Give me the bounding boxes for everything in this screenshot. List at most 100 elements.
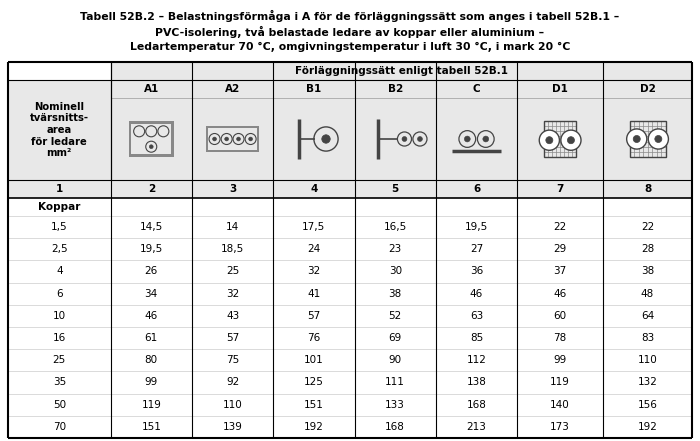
Text: 4: 4 (310, 184, 318, 194)
Text: 112: 112 (467, 355, 486, 365)
Text: 52: 52 (389, 311, 402, 321)
Bar (111, 80, 192, 180)
Circle shape (546, 137, 553, 144)
Text: 213: 213 (467, 422, 486, 432)
Text: 156: 156 (638, 400, 657, 410)
Circle shape (483, 136, 489, 142)
Text: 5: 5 (391, 184, 399, 194)
Text: 2,5: 2,5 (51, 244, 68, 254)
Circle shape (648, 129, 668, 149)
Text: 133: 133 (385, 400, 405, 410)
Text: 50: 50 (52, 400, 66, 410)
Text: 192: 192 (638, 422, 657, 432)
Text: B1: B1 (307, 84, 321, 94)
Text: 26: 26 (145, 266, 158, 277)
Text: 25: 25 (52, 355, 66, 365)
Bar (436, 80, 517, 180)
Bar (629, 121, 666, 157)
Text: 24: 24 (307, 244, 321, 254)
Text: 63: 63 (470, 311, 483, 321)
Circle shape (561, 130, 581, 150)
Text: 43: 43 (226, 311, 239, 321)
Bar (8, 198, 692, 216)
Text: 14: 14 (226, 222, 239, 232)
Bar (8, 416, 692, 438)
Text: 22: 22 (554, 222, 567, 232)
Circle shape (539, 130, 559, 150)
Text: 32: 32 (307, 266, 321, 277)
Bar (355, 80, 436, 180)
Bar (8, 62, 692, 438)
Text: PVC-isolering, två belastade ledare av koppar eller aluminium –: PVC-isolering, två belastade ledare av k… (155, 26, 545, 38)
Text: D1: D1 (552, 84, 568, 94)
Circle shape (225, 137, 229, 141)
Text: 2: 2 (148, 184, 155, 194)
Bar (8, 327, 692, 349)
Text: Ledartemperatur 70 °C, omgivningstemperatur i luft 30 °C, i mark 20 °C: Ledartemperatur 70 °C, omgivningstempera… (130, 42, 570, 52)
Text: 17,5: 17,5 (302, 222, 326, 232)
Text: Koppar: Koppar (38, 202, 80, 212)
Circle shape (568, 137, 575, 144)
Text: 140: 140 (550, 400, 570, 410)
Bar (8, 305, 692, 327)
Text: 139: 139 (223, 422, 242, 432)
Bar (171, 121, 174, 157)
Bar (8, 180, 692, 198)
Bar (129, 154, 174, 157)
Text: 151: 151 (141, 422, 161, 432)
Text: 16,5: 16,5 (384, 222, 407, 232)
Bar (8, 80, 111, 180)
Circle shape (464, 136, 470, 142)
Circle shape (237, 137, 240, 141)
Text: A2: A2 (225, 84, 240, 94)
Text: 76: 76 (307, 333, 321, 343)
Text: A1: A1 (144, 84, 159, 94)
Text: 61: 61 (145, 333, 158, 343)
Text: 25: 25 (226, 266, 239, 277)
Text: 32: 32 (226, 289, 239, 299)
Bar (192, 80, 273, 180)
Bar (544, 121, 576, 157)
Circle shape (149, 145, 153, 149)
Text: 38: 38 (389, 289, 402, 299)
Text: 85: 85 (470, 333, 483, 343)
Text: 34: 34 (145, 289, 158, 299)
Text: 37: 37 (554, 266, 567, 277)
Text: 168: 168 (385, 422, 405, 432)
Bar (8, 216, 692, 238)
Text: 57: 57 (226, 333, 239, 343)
Text: 69: 69 (389, 333, 402, 343)
Text: 173: 173 (550, 422, 570, 432)
Text: C: C (473, 84, 480, 94)
Text: 99: 99 (145, 377, 158, 388)
Text: 119: 119 (550, 377, 570, 388)
Text: Nominell
tvärsnitts-
area
för ledare
mm²: Nominell tvärsnitts- area för ledare mm² (30, 102, 89, 158)
Text: 70: 70 (52, 422, 66, 432)
Text: 27: 27 (470, 244, 483, 254)
Text: 64: 64 (641, 311, 654, 321)
Text: 38: 38 (641, 266, 654, 277)
Text: 151: 151 (304, 400, 324, 410)
Text: 78: 78 (554, 333, 567, 343)
Bar (8, 260, 692, 283)
Text: 46: 46 (554, 289, 567, 299)
Bar (8, 62, 111, 80)
Text: 101: 101 (304, 355, 324, 365)
Bar (206, 149, 260, 152)
Text: 111: 111 (385, 377, 405, 388)
Bar (206, 126, 260, 128)
Bar (517, 80, 603, 180)
Text: 10: 10 (52, 311, 66, 321)
Text: 30: 30 (389, 266, 402, 277)
Bar (8, 394, 692, 416)
Text: 6: 6 (56, 289, 62, 299)
Text: 7: 7 (556, 184, 564, 194)
Text: 46: 46 (470, 289, 483, 299)
Text: 41: 41 (307, 289, 321, 299)
Text: Förläggningssätt enligt tabell 52B.1: Förläggningssätt enligt tabell 52B.1 (295, 66, 508, 76)
Text: 48: 48 (641, 289, 654, 299)
Bar (273, 80, 355, 180)
Circle shape (402, 137, 407, 142)
Text: 1,5: 1,5 (51, 222, 68, 232)
Text: 90: 90 (389, 355, 402, 365)
